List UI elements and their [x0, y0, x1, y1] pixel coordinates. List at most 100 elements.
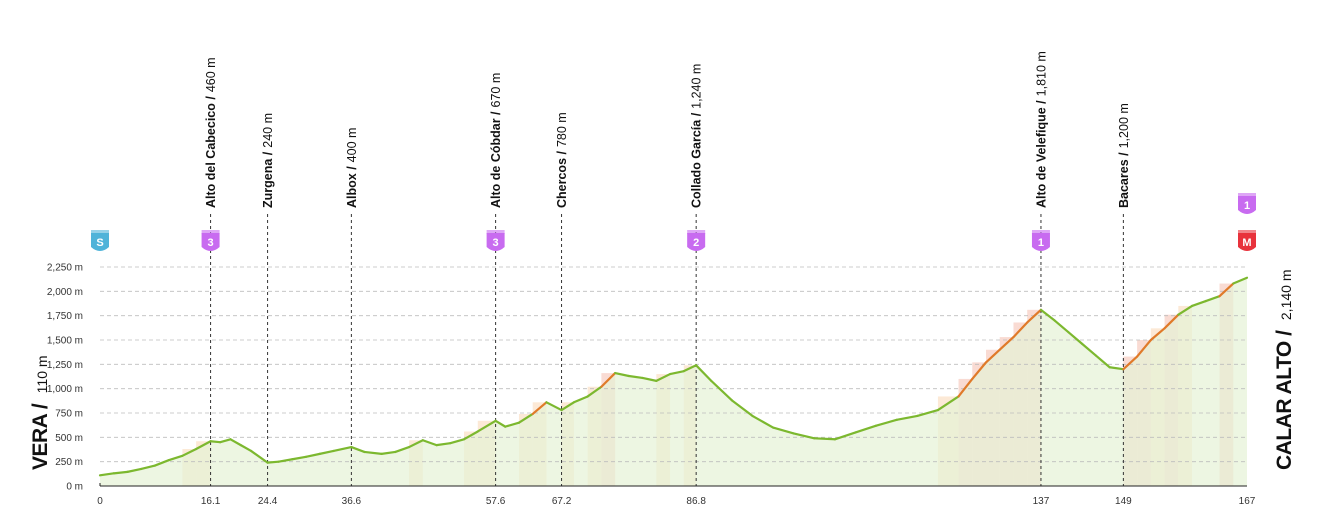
profile-segment	[1232, 276, 1249, 285]
svg-text:VERA / 110 m: VERA / 110 m	[29, 355, 52, 470]
profile-segment	[710, 379, 733, 402]
profile-segment	[895, 414, 919, 421]
finish-name: CALAR ALTO /	[1273, 330, 1296, 470]
profile-segment	[531, 401, 548, 416]
y-tick-label: 2,000 m	[47, 287, 83, 298]
profile-segment	[916, 408, 940, 418]
profile-area	[100, 277, 1247, 486]
profile-segment	[875, 418, 898, 427]
profile-segment	[363, 450, 383, 455]
profile-segment	[219, 438, 232, 444]
badge-shape	[687, 233, 706, 251]
badge-top	[1238, 193, 1256, 197]
badge-label: M	[1242, 237, 1251, 249]
y-tick-label: 250 m	[55, 457, 83, 468]
svg-text:CALAR ALTO / 2,140 m: CALAR ALTO / 2,140 m	[1273, 270, 1296, 470]
profile-segment	[682, 364, 698, 373]
badge-label: 1	[1038, 237, 1044, 249]
waypoint-label: Chercos / 780 m	[555, 112, 569, 208]
profile-segment	[476, 419, 497, 433]
profile-segment	[112, 470, 129, 475]
profile-segment	[936, 395, 960, 412]
waypoint-name: Collado García /	[690, 112, 704, 208]
profile-segment	[126, 467, 143, 473]
profile-segment	[394, 445, 411, 454]
badge-top	[91, 230, 109, 234]
climb-badge: 3	[201, 230, 220, 251]
profile-segment	[771, 426, 795, 435]
badge-top	[687, 230, 706, 234]
badge-label: 3	[208, 237, 214, 249]
waypoint-altitude: 400 m	[345, 128, 359, 163]
waypoint-name: Chercos /	[555, 151, 569, 208]
profile-segment	[318, 449, 335, 455]
x-tick-label: 0	[97, 496, 103, 507]
profile-segment	[1026, 308, 1043, 324]
gridlines	[100, 266, 1247, 463]
waypoint-label: Zurgena / 240 m	[261, 113, 275, 208]
waypoint-name: Alto de Velefique /	[1034, 100, 1048, 208]
waypoint-label: Alto de Velefique / 1,810 m	[1034, 51, 1048, 208]
profile-line	[98, 276, 1249, 477]
profile-segment	[1081, 342, 1097, 357]
profile-segment	[1053, 319, 1070, 334]
waypoint-altitude: 780 m	[555, 112, 569, 147]
profile-segment	[833, 431, 857, 441]
y-tick-labels: 0 m 250 m 500 m 750 m 1,000 m 1,250 m 1,500 m 1…	[47, 263, 83, 493]
profile-segment	[250, 449, 269, 464]
badge-top	[201, 230, 220, 234]
badge-shape	[201, 233, 220, 251]
waypoint-label: Alto de Cóbdar / 670 m	[489, 73, 503, 208]
y-tick-label: 500 m	[55, 433, 83, 444]
waypoint-label: Collado García / 1,240 m	[690, 64, 704, 208]
x-tick-label: 57.6	[486, 496, 506, 507]
badge-label: 3	[493, 237, 499, 249]
profile-segment	[971, 361, 988, 381]
profile-segment	[1094, 354, 1111, 369]
climb-badge: M	[1238, 230, 1256, 251]
x-tick-label: 16.1	[201, 496, 221, 507]
waypoint-name: Alto de Cóbdar /	[489, 111, 503, 208]
profile-segment	[435, 442, 452, 447]
climb-badge: 1	[1031, 230, 1050, 251]
finish-label: CALAR ALTO / 2,140 m	[1273, 270, 1296, 470]
profile-segment	[181, 447, 198, 457]
profile-segment	[813, 437, 837, 441]
badge-shape	[1238, 233, 1256, 251]
profile-segment	[195, 440, 212, 451]
profile-segment	[291, 455, 308, 461]
profile-segment	[655, 372, 672, 382]
waypoint-altitude: 1,200 m	[1117, 103, 1131, 148]
profile-segment	[957, 377, 974, 398]
profile-segment	[277, 458, 294, 463]
profile-segment	[266, 460, 280, 464]
profile-segment	[668, 370, 685, 376]
y-tick-label: 1,750 m	[47, 311, 83, 322]
x-tick-label: 67.2	[552, 496, 572, 507]
waypoint-label: Albox / 400 m	[345, 128, 359, 208]
profile-segment	[494, 419, 507, 428]
profile-segment	[1204, 295, 1221, 303]
climb-badge: 3	[486, 230, 505, 251]
climb-badge: 2	[687, 230, 706, 251]
profile-segment	[1218, 282, 1235, 298]
profile-segment	[560, 401, 576, 412]
profile-segment	[153, 459, 170, 467]
x-tick-labels: 0 16.1 24.4 36.6 57.6 67.2 86.8 137 149 167	[97, 496, 1256, 507]
profile-segment	[1190, 299, 1207, 308]
waypoint-labels: Alto del Cabecico / 460 m Zurgena / 240 m Al…	[204, 51, 1131, 208]
waypoint-label: Alto del Cabecico / 460 m	[204, 57, 218, 208]
start-label: VERA / 110 m	[29, 355, 52, 470]
profile-segment	[1163, 313, 1180, 330]
profile-segment	[140, 464, 157, 471]
waypoint-label: Bacares / 1,200 m	[1117, 103, 1131, 208]
badge-shape	[1238, 196, 1256, 214]
profile-segment	[600, 371, 617, 388]
profile-segment	[304, 452, 321, 458]
profile-segment	[449, 438, 466, 445]
profile-segment	[614, 371, 630, 378]
badge-shape	[91, 233, 109, 251]
start-altitude: 110 m	[34, 355, 50, 393]
y-tick-label: 1,250 m	[47, 360, 83, 371]
badge-top	[1238, 230, 1256, 234]
